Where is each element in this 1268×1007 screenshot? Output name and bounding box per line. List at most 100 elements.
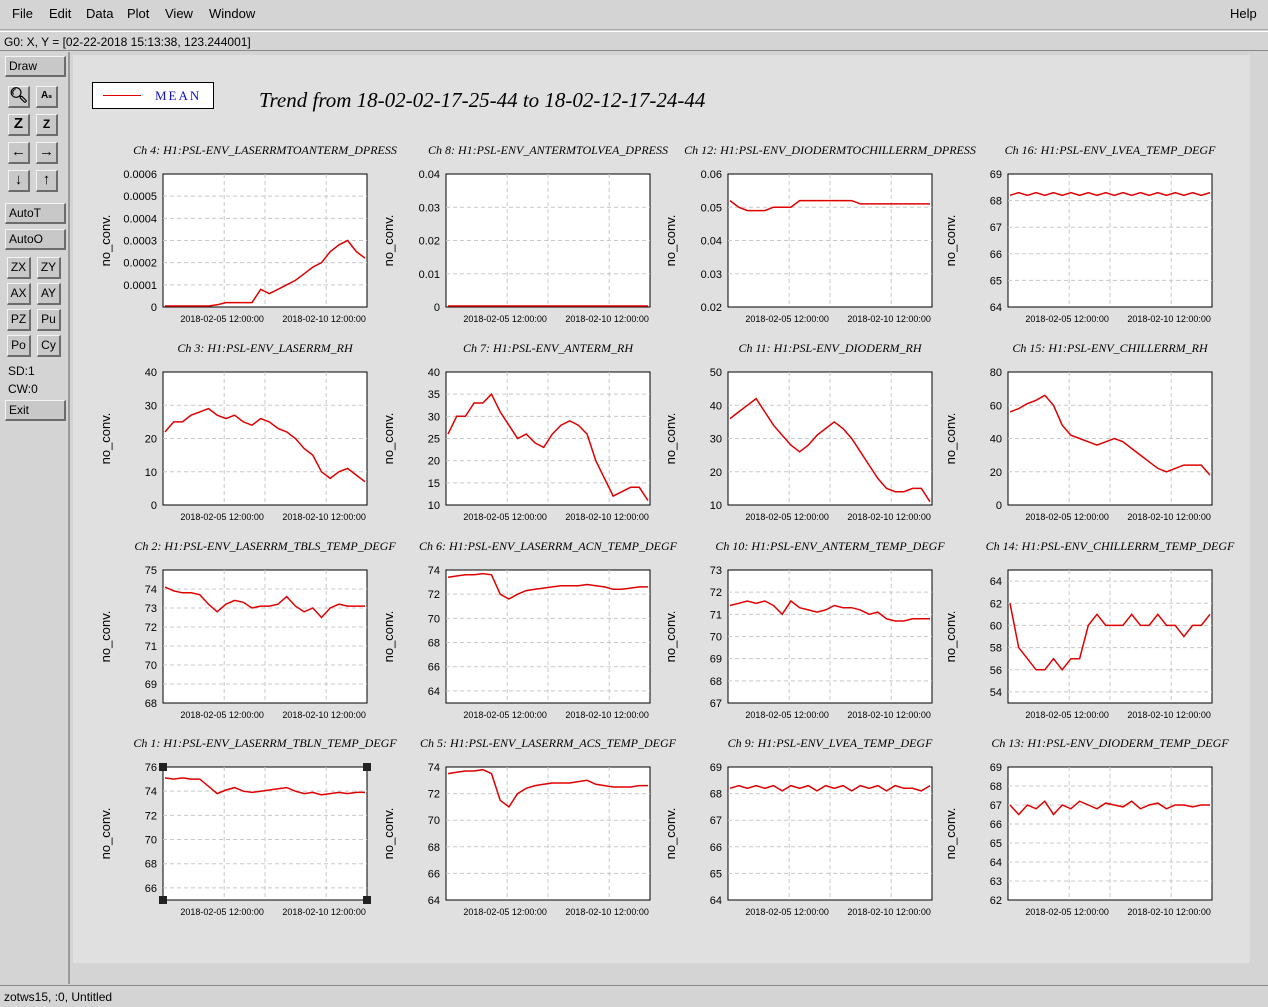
trend-plot[interactable]: Ch 12: H1:PSL-ENV_DIODERMTOCHILLERRM_DPR… [663, 143, 976, 324]
y-tick-label: 20 [145, 434, 157, 446]
y-tick-label: 72 [428, 789, 440, 801]
y-axis-label: no_conv. [98, 808, 113, 860]
po-button[interactable]: Po [7, 335, 31, 357]
y-tick-label: 20 [990, 467, 1002, 479]
trend-plot[interactable]: Ch 11: H1:PSL-ENV_DIODERM_RH 10 20 30 40 50 20… [663, 341, 933, 522]
mean-series-line [729, 599, 930, 622]
y-tick-label: 62 [990, 598, 1002, 610]
trend-plot[interactable]: Ch 8: H1:PSL-ENV_ANTERMTOLVEA_DPRESS 0 0.0… [381, 143, 668, 324]
trend-plot[interactable]: Ch 1: H1:PSL-ENV_LASERRM_TBLN_TEMP_DEGF 6… [98, 736, 397, 917]
menu-view[interactable]: View [165, 6, 193, 21]
x-tick-label: 2018-02-10 12:00:00 [565, 314, 649, 324]
x-tick-label: 2018-02-05 12:00:00 [463, 710, 547, 720]
y-tick-label: 70 [428, 815, 440, 827]
arrow-down-icon[interactable]: ↓ [8, 170, 30, 192]
y-tick-label: 0.02 [419, 236, 440, 248]
mean-series-line [729, 784, 931, 792]
trend-plot[interactable]: Ch 15: H1:PSL-ENV_CHILLERRM_RH 0 20 40 60 80 2… [943, 341, 1213, 522]
pu-button[interactable]: Pu [37, 309, 61, 331]
x-tick-label: 2018-02-05 12:00:00 [1025, 512, 1109, 522]
y-tick-label: 69 [145, 679, 157, 691]
trend-plot[interactable]: Ch 5: H1:PSL-ENV_LASERRM_ACS_TEMP_DEGF 64… [381, 736, 677, 917]
y-tick-label: 40 [145, 367, 157, 379]
exit-button[interactable]: Exit [5, 400, 66, 421]
y-axis-label: no_conv. [663, 413, 678, 465]
menu-plot[interactable]: Plot [127, 6, 150, 21]
trend-plot[interactable]: Ch 14: H1:PSL-ENV_CHILLERRM_TEMP_DEGF 54 5… [943, 539, 1235, 720]
y-tick-label: 72 [145, 810, 157, 822]
y-tick-label: 67 [710, 815, 722, 827]
y-tick-label: 68 [710, 789, 722, 801]
pz-button[interactable]: PZ [7, 309, 31, 331]
menu-help[interactable]: Help [1230, 6, 1257, 21]
y-axis-label: no_conv. [381, 808, 396, 860]
mean-series-line [165, 239, 366, 307]
plot-title: Ch 4: H1:PSL-ENV_LASERRMTOANTERM_DPRESS [133, 143, 397, 157]
plot-title: Ch 10: H1:PSL-ENV_ANTERM_TEMP_DEGF [715, 539, 945, 553]
x-tick-label: 2018-02-05 12:00:00 [1025, 314, 1109, 324]
y-tick-label: 0.0003 [123, 236, 157, 248]
trend-plot[interactable]: Ch 13: H1:PSL-ENV_DIODERM_TEMP_DEGF 62 63 6… [943, 736, 1229, 917]
trend-plot[interactable]: Ch 2: H1:PSL-ENV_LASERRM_TBLS_TEMP_DEGF 6… [98, 539, 396, 720]
y-tick-label: 72 [145, 622, 157, 634]
y-tick-label: 0.0001 [123, 280, 157, 292]
y-tick-label: 0.0004 [123, 213, 157, 225]
trend-plot[interactable]: Ch 3: H1:PSL-ENV_LASERRM_RH 0 10 20 30 40 2018… [98, 341, 368, 522]
autot-button[interactable]: AutoT [5, 203, 66, 224]
y-tick-label: 40 [990, 434, 1002, 446]
trend-plot[interactable]: Ch 7: H1:PSL-ENV_ANTERM_RH 10 15 20 25 30 35 40… [381, 341, 651, 522]
selection-handle[interactable] [159, 896, 167, 904]
zoom-tool-icon[interactable]: 🔍︎ [8, 86, 30, 108]
selection-handle[interactable] [159, 763, 167, 771]
legend-label: MEAN [155, 88, 202, 103]
selection-handle[interactable] [363, 763, 371, 771]
y-tick-label: 30 [710, 434, 722, 446]
draw-button[interactable]: Draw [5, 56, 66, 77]
selection-handle[interactable] [363, 896, 371, 904]
cy-button[interactable]: Cy [37, 335, 61, 357]
y-tick-label: 10 [710, 500, 722, 512]
plot-title: Ch 2: H1:PSL-ENV_LASERRM_TBLS_TEMP_DEGF [134, 539, 396, 553]
ay-button[interactable]: AY [37, 283, 61, 305]
autoo-button[interactable]: AutoO [5, 229, 66, 250]
zx-button[interactable]: ZX [7, 257, 31, 279]
menu-window[interactable]: Window [209, 6, 256, 21]
x-tick-label: 2018-02-05 12:00:00 [745, 314, 829, 324]
plot-title: Ch 14: H1:PSL-ENV_CHILLERRM_TEMP_DEGF [986, 539, 1235, 553]
status-text: zotws15, :0, Untitled [4, 990, 113, 1004]
as-icon[interactable]: Aₛ [36, 86, 58, 108]
trend-plot[interactable]: Ch 16: H1:PSL-ENV_LVEA_TEMP_DEGF 64 65 66 67… [943, 143, 1216, 324]
trend-plots[interactable]: Ch 4: H1:PSL-ENV_LASERRMTOANTERM_DPRESS 0… [0, 0, 1268, 985]
y-axis-label: no_conv. [98, 215, 113, 267]
sd-label: SD:1 [8, 364, 35, 378]
plot-title: Ch 7: H1:PSL-ENV_ANTERM_RH [463, 341, 634, 355]
y-axis-label: no_conv. [381, 413, 396, 465]
trend-plot[interactable]: Ch 9: H1:PSL-ENV_LVEA_TEMP_DEGF 64 65 66 67 6… [663, 736, 933, 917]
coordinate-readout: G0: X, Y = [02-22-2018 15:13:38, 123.244… [4, 35, 251, 49]
y-tick-label: 68 [428, 842, 440, 854]
menu-edit[interactable]: Edit [49, 6, 72, 21]
y-axis-label: no_conv. [381, 215, 396, 267]
plot-title: Ch 6: H1:PSL-ENV_LASERRM_ACN_TEMP_DEGF [419, 539, 678, 553]
y-tick-label: 69 [990, 169, 1002, 181]
trend-plot[interactable]: Ch 6: H1:PSL-ENV_LASERRM_ACN_TEMP_DEGF 64… [381, 539, 678, 720]
zoom-out-icon[interactable]: Z [36, 114, 58, 136]
y-tick-label: 0.01 [419, 269, 440, 281]
y-tick-label: 0.06 [701, 169, 722, 181]
ax-button[interactable]: AX [7, 283, 31, 305]
y-tick-label: 60 [990, 400, 1002, 412]
arrow-left-icon[interactable]: ← [8, 142, 30, 164]
trend-title: Trend from 18-02-02-17-25-44 to 18-02-12… [259, 88, 706, 112]
x-tick-label: 2018-02-10 12:00:00 [282, 710, 366, 720]
plot-title: Ch 8: H1:PSL-ENV_ANTERMTOLVEA_DPRESS [428, 143, 668, 157]
plot-title: Ch 9: H1:PSL-ENV_LVEA_TEMP_DEGF [728, 736, 934, 750]
arrow-right-icon[interactable]: → [36, 142, 58, 164]
arrow-up-icon[interactable]: ↑ [36, 170, 58, 192]
zy-button[interactable]: ZY [37, 257, 61, 279]
menu-data[interactable]: Data [86, 6, 114, 21]
menu-file[interactable]: File [12, 6, 33, 21]
trend-plot[interactable]: Ch 4: H1:PSL-ENV_LASERRMTOANTERM_DPRESS 0… [98, 143, 397, 324]
zoom-in-icon[interactable]: Z [8, 114, 30, 136]
trend-plot[interactable]: Ch 10: H1:PSL-ENV_ANTERM_TEMP_DEGF 67 68 69… [663, 539, 945, 720]
y-tick-label: 68 [145, 698, 157, 710]
